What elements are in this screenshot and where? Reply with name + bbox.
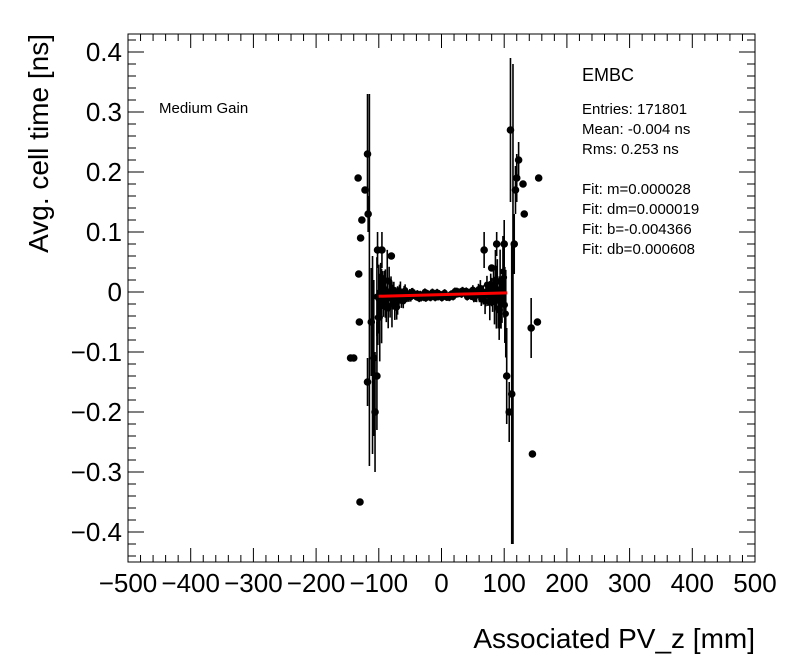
y-tick-label: 0.4 xyxy=(86,37,122,67)
x-tick-label: 200 xyxy=(545,568,588,598)
data-point xyxy=(501,301,509,309)
x-axis-title: Associated PV_z [mm] xyxy=(473,623,755,654)
x-tick-label: 500 xyxy=(733,568,776,598)
data-point xyxy=(373,372,381,380)
x-tick-label: 400 xyxy=(671,568,714,598)
data-point xyxy=(387,252,396,260)
data-point xyxy=(500,240,509,248)
data-point xyxy=(507,390,516,398)
y-tick-label: −0.2 xyxy=(71,397,122,427)
x-tick-label: 300 xyxy=(608,568,651,598)
data-point xyxy=(533,318,542,326)
x-tick-label: −300 xyxy=(224,568,283,598)
y-axis-title: Avg. cell time [ns] xyxy=(23,34,54,253)
y-tick-label: −0.3 xyxy=(71,457,122,487)
x-tick-label: −400 xyxy=(161,568,220,598)
data-point xyxy=(487,264,496,272)
stats-entries: Entries: 171801 xyxy=(582,101,687,118)
data-point xyxy=(520,210,529,218)
data-point xyxy=(349,354,358,362)
data-points xyxy=(346,58,543,544)
stats-fit-m: Fit: m=0.000028 xyxy=(582,181,691,198)
stats-fit-b: Fit: b=-0.004366 xyxy=(582,221,692,238)
data-point xyxy=(528,450,537,458)
data-point xyxy=(364,210,372,218)
y-tick-label: −0.4 xyxy=(71,517,122,547)
x-ticks xyxy=(127,34,756,562)
data-point xyxy=(527,324,535,332)
x-tick-label: −100 xyxy=(350,568,409,598)
x-tick-label: −200 xyxy=(287,568,346,598)
stats-fit-dm: Fit: dm=0.000019 xyxy=(582,201,699,218)
y-tick-label: 0.1 xyxy=(86,217,122,247)
data-point xyxy=(358,216,366,224)
stats-fit-db: Fit: db=0.000608 xyxy=(582,241,695,258)
data-point xyxy=(354,270,363,278)
data-point xyxy=(354,174,362,182)
fit-line xyxy=(378,291,508,298)
data-point xyxy=(534,174,543,182)
y-tick-label: 0.3 xyxy=(86,97,122,127)
x-tick-labels: −500 −400 −300 −200 −100 0 100 200 300 400 500 xyxy=(99,568,777,598)
data-point xyxy=(356,234,365,242)
data-point xyxy=(502,310,509,317)
data-point xyxy=(502,372,511,380)
y-tick-label: −0.1 xyxy=(71,337,122,367)
data-point xyxy=(492,240,501,248)
x-tick-label: 100 xyxy=(483,568,526,598)
x-tick-label: 0 xyxy=(434,568,448,598)
data-point xyxy=(495,306,503,314)
data-point xyxy=(356,498,364,506)
data-point xyxy=(392,303,401,311)
data-point xyxy=(514,156,523,164)
y-tick-label: 0.2 xyxy=(86,157,122,187)
data-point xyxy=(378,246,386,254)
stats-box: EMBC Entries: 171801 Mean: -0.004 ns Rms… xyxy=(582,65,699,258)
stats-mean: Mean: -0.004 ns xyxy=(582,121,690,138)
fit-line-layer xyxy=(378,291,508,298)
stats-rms: Rms: 0.253 ns xyxy=(582,141,679,158)
data-point xyxy=(519,180,527,188)
x-tick-label: −500 xyxy=(99,568,158,598)
data-point xyxy=(510,240,519,248)
annotation-medium-gain: Medium Gain xyxy=(159,100,248,117)
y-ticks xyxy=(128,39,755,557)
data-point xyxy=(480,246,488,254)
data-point xyxy=(355,318,364,326)
stats-title: EMBC xyxy=(582,65,634,85)
y-tick-labels: −0.4 −0.3 −0.2 −0.1 0 0.1 0.2 0.3 0.4 xyxy=(71,37,122,547)
y-tick-label: 0 xyxy=(108,277,122,307)
